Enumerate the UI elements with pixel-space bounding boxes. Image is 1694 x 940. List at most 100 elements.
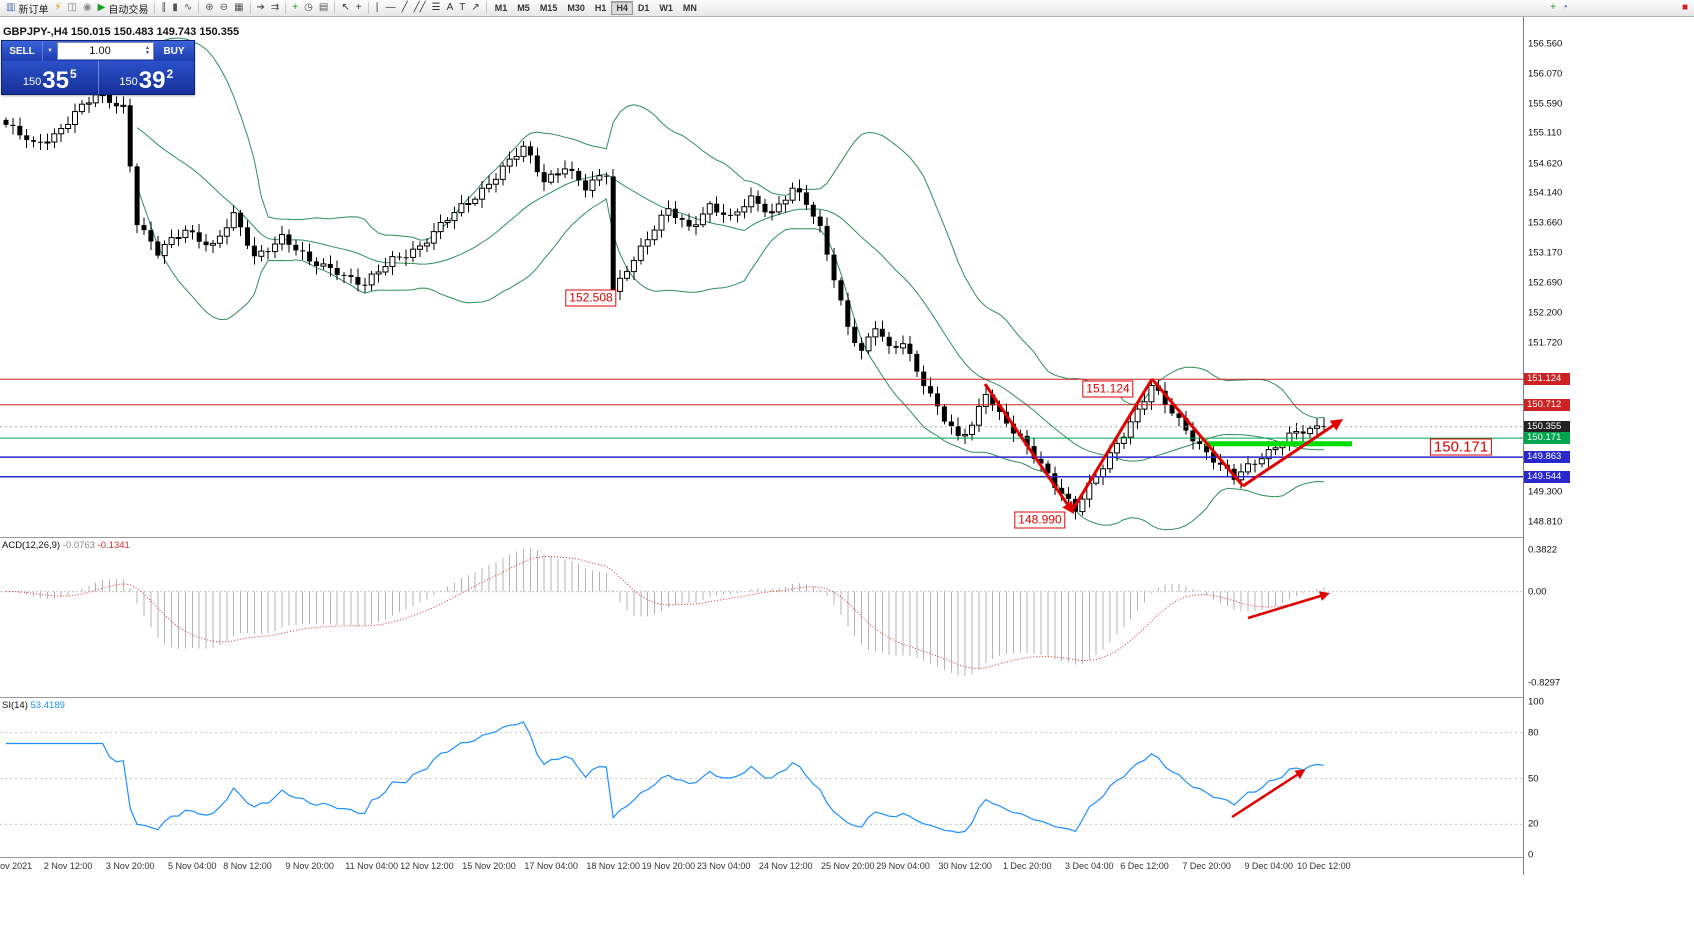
macd-name: ACD(12,26,9)	[2, 540, 61, 551]
one-click-divider	[97, 61, 99, 94]
timeframe-h4-button[interactable]: H4	[611, 1, 633, 15]
timeframe-mn-button[interactable]: MN	[682, 3, 697, 13]
line-chart-button[interactable]: ∿	[181, 1, 195, 16]
bear-candles	[3, 94, 1327, 512]
vertical-line-button[interactable]: ∣	[372, 1, 383, 16]
chart-shift-icon: ⇉	[270, 2, 280, 13]
lightning-button[interactable]: ⚡	[51, 1, 64, 16]
indicators-button[interactable]: +	[289, 1, 301, 16]
candlestick-chart-button[interactable]: ▮	[169, 1, 181, 16]
trend-arrow[interactable]	[1242, 418, 1343, 488]
macd-panel-divider[interactable]	[0, 537, 1569, 538]
macd-signal-value: -0.1341	[97, 540, 130, 551]
trend-arrow[interactable]	[1231, 769, 1306, 819]
price-annotation[interactable]: 150.171	[1429, 438, 1493, 456]
templates-button[interactable]: ▤	[316, 1, 331, 16]
auto-scroll-button[interactable]: ➔	[254, 1, 268, 16]
rsi-axis-label: 0	[1528, 849, 1534, 861]
date-label: 24 Nov 12:00	[759, 861, 813, 871]
volume-dropdown[interactable]: ▼	[42, 41, 57, 61]
rsi-axis-label: 20	[1528, 818, 1539, 830]
alert-red-icon: ■	[1681, 2, 1688, 13]
sell-button[interactable]: SELL	[9, 45, 35, 57]
price-axis-label: 153.660	[1528, 217, 1563, 229]
community-button[interactable]: ◉	[80, 1, 95, 16]
price-axis-label: 156.560	[1528, 38, 1563, 50]
trend-arrow[interactable]	[1247, 591, 1330, 620]
chart-canvas[interactable]: Nov 2021 2 Nov 12:00 3 Nov 20:00 5 Nov 04:0…	[0, 17, 1523, 875]
zoom-in-button[interactable]: ⊕	[202, 1, 216, 16]
price-axis-label: 152.200	[1528, 307, 1563, 319]
timeframe-m30-button[interactable]: M30	[567, 3, 585, 13]
price-axis-label: 153.170	[1528, 247, 1563, 259]
macd-axis-label: 0.00	[1528, 586, 1547, 598]
timeframe-m1-button[interactable]: M1	[494, 3, 508, 13]
periods-button[interactable]: ◷	[301, 1, 316, 16]
buy-price[interactable]: 150 39 2	[99, 61, 195, 94]
cursor-button[interactable]: ↖	[338, 1, 352, 16]
stepper-down-icon[interactable]: ▼	[145, 50, 150, 56]
timeframe-w1-button[interactable]: W1	[659, 3, 673, 13]
clock-icon: ◔	[1561, 2, 1568, 13]
zoom-out-button[interactable]: ⊖	[217, 1, 231, 16]
price-axis[interactable]: 156.560 156.070 155.590 155.110 154.620 154.1…	[1523, 17, 1570, 875]
alert-red-button[interactable]: ■	[1679, 1, 1691, 16]
volume-input[interactable]: 1.00 ▲ ▼	[57, 42, 154, 60]
price-tag: 150.355	[1524, 420, 1570, 433]
toolbar-right-items: + ◔ ■	[1547, 0, 1691, 16]
price-annotation[interactable]: 152.508	[565, 289, 617, 307]
stepper-up-icon[interactable]: ▲	[145, 45, 150, 51]
auto-trading-button[interactable]: ▶ 自动交易	[95, 1, 152, 16]
fibonacci-icon: ☰	[431, 2, 441, 13]
lightning-icon: ⚡	[54, 2, 62, 13]
rsi-value: 53.4189	[30, 700, 65, 711]
toolbar-separator	[285, 2, 287, 14]
new-order-button[interactable]: ▥ 新订单	[3, 1, 51, 16]
trend-arrow[interactable]	[1150, 378, 1245, 487]
add-chart-icon: +	[1550, 2, 1556, 13]
text-button[interactable]: A	[444, 1, 457, 16]
sell-price-sup: 5	[69, 67, 77, 81]
volume-stepper[interactable]: ▲ ▼	[142, 46, 153, 56]
date-label: 18 Nov 12:00	[586, 861, 640, 871]
bar-chart-button[interactable]: ∥	[158, 1, 169, 16]
date-label: 23 Nov 04:00	[697, 861, 751, 871]
trend-arrow[interactable]	[1070, 378, 1154, 512]
rsi-panel-divider[interactable]	[0, 697, 1569, 698]
channel-button[interactable]: ╱╱	[411, 1, 429, 16]
price-tag: 150.171	[1524, 432, 1570, 445]
new-order-button-label: 新订单	[18, 4, 49, 16]
horizontal-line-button[interactable]: ―	[383, 1, 399, 16]
chart-shift-button[interactable]: ⇉	[268, 1, 282, 16]
community-icon: ◉	[82, 2, 92, 13]
date-label: 3 Dec 04:00	[1065, 861, 1114, 871]
arrows-button[interactable]: ↗	[468, 1, 482, 16]
trendline-button[interactable]: ╱	[399, 1, 411, 16]
timeframe-m15-button[interactable]: M15	[539, 3, 558, 13]
timeframe-h1-button[interactable]: H1	[594, 3, 607, 13]
crosshair-button[interactable]: +	[353, 1, 365, 16]
clock-button[interactable]: ◔	[1559, 1, 1571, 16]
label-button[interactable]: T	[456, 1, 468, 16]
timeframe-m5-button[interactable]: M5	[517, 3, 530, 13]
channel-icon: ╱╱	[413, 2, 426, 13]
tile-windows-button[interactable]: ▦	[231, 1, 246, 16]
trend-arrow[interactable]	[983, 383, 1075, 514]
bar-chart-icon: ∥	[161, 2, 167, 13]
volume-value: 1.00	[89, 45, 111, 57]
timeframe-d1-button[interactable]: D1	[637, 3, 650, 13]
price-annotation[interactable]: 148.990	[1014, 511, 1066, 529]
date-label: 9 Nov 20:00	[285, 861, 334, 871]
add-chart-button[interactable]: +	[1547, 1, 1559, 16]
buy-button[interactable]: BUY	[163, 45, 185, 57]
fibonacci-button[interactable]: ☰	[429, 1, 444, 16]
profile-button[interactable]: ◫	[64, 1, 79, 16]
date-label: 7 Dec 20:00	[1182, 861, 1231, 871]
price-axis-label: 155.590	[1528, 98, 1563, 110]
zoom-out-icon: ⊖	[219, 2, 229, 13]
one-click-trading-panel: SELL ▼ 1.00 ▲ ▼ BUY 150 35 5 150 3	[1, 40, 195, 95]
date-label: 15 Nov 20:00	[462, 861, 516, 871]
sell-price[interactable]: 150 35 5	[2, 61, 98, 94]
date-label: 1 Dec 20:00	[1003, 861, 1052, 871]
price-annotation[interactable]: 151.124	[1082, 380, 1134, 398]
